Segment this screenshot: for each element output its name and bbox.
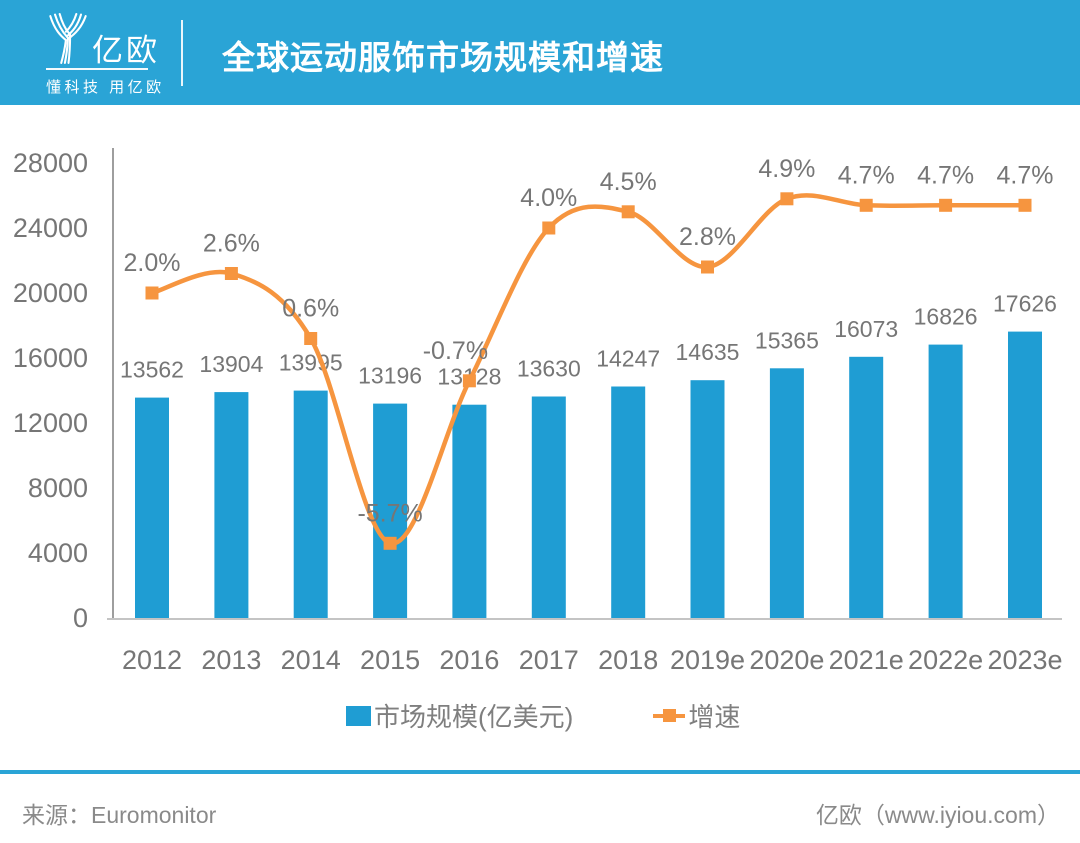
growth-marker-2023e: [1018, 198, 1032, 212]
bar-value-label: 15365: [755, 327, 819, 353]
growth-point-label: -5.7%: [357, 499, 422, 527]
y-axis-tick-label: 8000: [28, 473, 88, 503]
bar-2017: [531, 396, 566, 618]
bar-2022e: [928, 344, 963, 618]
growth-point-label: 4.7%: [997, 161, 1054, 189]
growth-marker-2022e: [939, 198, 953, 212]
bar-2018: [611, 386, 646, 618]
growth-point-label: 2.8%: [679, 223, 736, 251]
x-axis-tick-label: 2014: [281, 645, 341, 675]
bar-2021e: [849, 356, 884, 618]
bar-value-label: 13196: [358, 363, 422, 389]
bar-2012: [135, 397, 169, 618]
x-axis-tick-label: 2019e: [670, 645, 745, 675]
x-axis-tick-label: 2017: [519, 645, 579, 675]
bar-series-swatch: [346, 705, 371, 726]
growth-marker-2012: [145, 286, 159, 300]
legend-item-growth: 增速: [653, 697, 740, 734]
bar-value-label: 16073: [834, 316, 898, 342]
bar-2023e: [1008, 331, 1042, 618]
brand-underline: [46, 68, 148, 70]
bar-2014: [293, 390, 328, 618]
growth-marker-2013: [224, 267, 238, 280]
growth-marker-2014: [304, 332, 318, 345]
growth-marker-2019e: [701, 260, 714, 274]
bar-value-label: 13995: [279, 350, 343, 376]
source-value: Euromonitor: [91, 802, 217, 828]
bar-value-label: 13562: [120, 357, 184, 383]
bar-2016: [452, 404, 487, 618]
bar-value-label: 13630: [517, 356, 581, 382]
y-axis-tick-label: 4000: [28, 538, 88, 568]
brand-tagline: 懂科技 用亿欧: [46, 79, 165, 96]
y-axis-tick-label: 12000: [13, 408, 88, 438]
x-axis-tick-label: 2023e: [987, 645, 1062, 675]
growth-marker-2015: [383, 536, 397, 550]
y-axis-tick-label: 24000: [13, 213, 88, 243]
legend-label-market-size: 市场规模(亿美元): [374, 702, 574, 732]
growth-point-label: 4.0%: [520, 184, 577, 212]
line-swatch-marker: [663, 709, 677, 722]
y-axis-tick-label: 28000: [13, 148, 88, 178]
legend-item-market-size: 市场规模(亿美元): [346, 697, 573, 734]
site-credit: 亿欧（www.iyiou.com）: [815, 802, 1060, 828]
brand-logo-icon: [49, 13, 87, 64]
growth-point-label: 4.7%: [917, 161, 974, 189]
bar-2019e: [690, 380, 725, 618]
growth-point-label: 2.6%: [203, 230, 260, 258]
y-axis-tick-label: 20000: [13, 278, 88, 308]
growth-marker-2021e: [859, 198, 873, 212]
page-title: 全球运动服饰市场规模和增速: [222, 39, 664, 76]
y-axis-tick-label: 16000: [13, 343, 88, 373]
growth-point-label: -0.7%: [423, 337, 488, 365]
line-series-swatch: [653, 709, 686, 722]
x-axis-tick-label: 2012: [122, 645, 182, 675]
x-axis-tick-label: 2021e: [829, 645, 904, 675]
x-axis-tick-label: 2022e: [908, 645, 983, 675]
growth-marker-2018: [621, 205, 635, 219]
bar-2020e: [769, 368, 804, 618]
growth-point-label: 4.5%: [600, 168, 657, 196]
source-note: 来源：Euromonitor: [22, 796, 216, 830]
header-bar: 亿欧 懂科技 用亿欧 全球运动服饰市场规模和增速: [0, 0, 1080, 105]
bar-value-label: 14635: [676, 339, 740, 365]
legend-label-growth: 增速: [688, 702, 741, 732]
bar-value-label: 16826: [914, 304, 978, 330]
x-axis-tick-label: 2020e: [749, 645, 824, 675]
header-divider: [181, 20, 183, 86]
growth-point-label: 0.6%: [282, 295, 339, 323]
growth-point-label: 4.9%: [758, 155, 815, 183]
x-axis-tick-label: 2015: [360, 645, 420, 675]
growth-marker-2017: [542, 221, 556, 235]
x-axis-tick-label: 2016: [439, 645, 499, 675]
brand-name: 亿欧: [92, 33, 160, 68]
growth-marker-2016: [462, 374, 476, 388]
x-axis-tick-label: 2018: [598, 645, 658, 675]
x-axis-tick-label: 2013: [201, 645, 261, 675]
y-axis-tick-label: 0: [73, 603, 88, 633]
growth-marker-2020e: [780, 192, 794, 206]
footer-divider-line: [0, 770, 1080, 774]
bar-value-label: 17626: [993, 291, 1057, 317]
chart-legend: 市场规模(亿美元) 增速: [346, 697, 740, 734]
bar-2013: [214, 392, 249, 618]
bar-2015: [373, 403, 408, 618]
source-label: 来源：: [22, 802, 91, 828]
bar-value-label: 14247: [596, 346, 660, 372]
growth-point-label: 4.7%: [838, 161, 895, 189]
growth-point-label: 2.0%: [124, 249, 181, 277]
bar-value-label: 13904: [199, 351, 263, 377]
